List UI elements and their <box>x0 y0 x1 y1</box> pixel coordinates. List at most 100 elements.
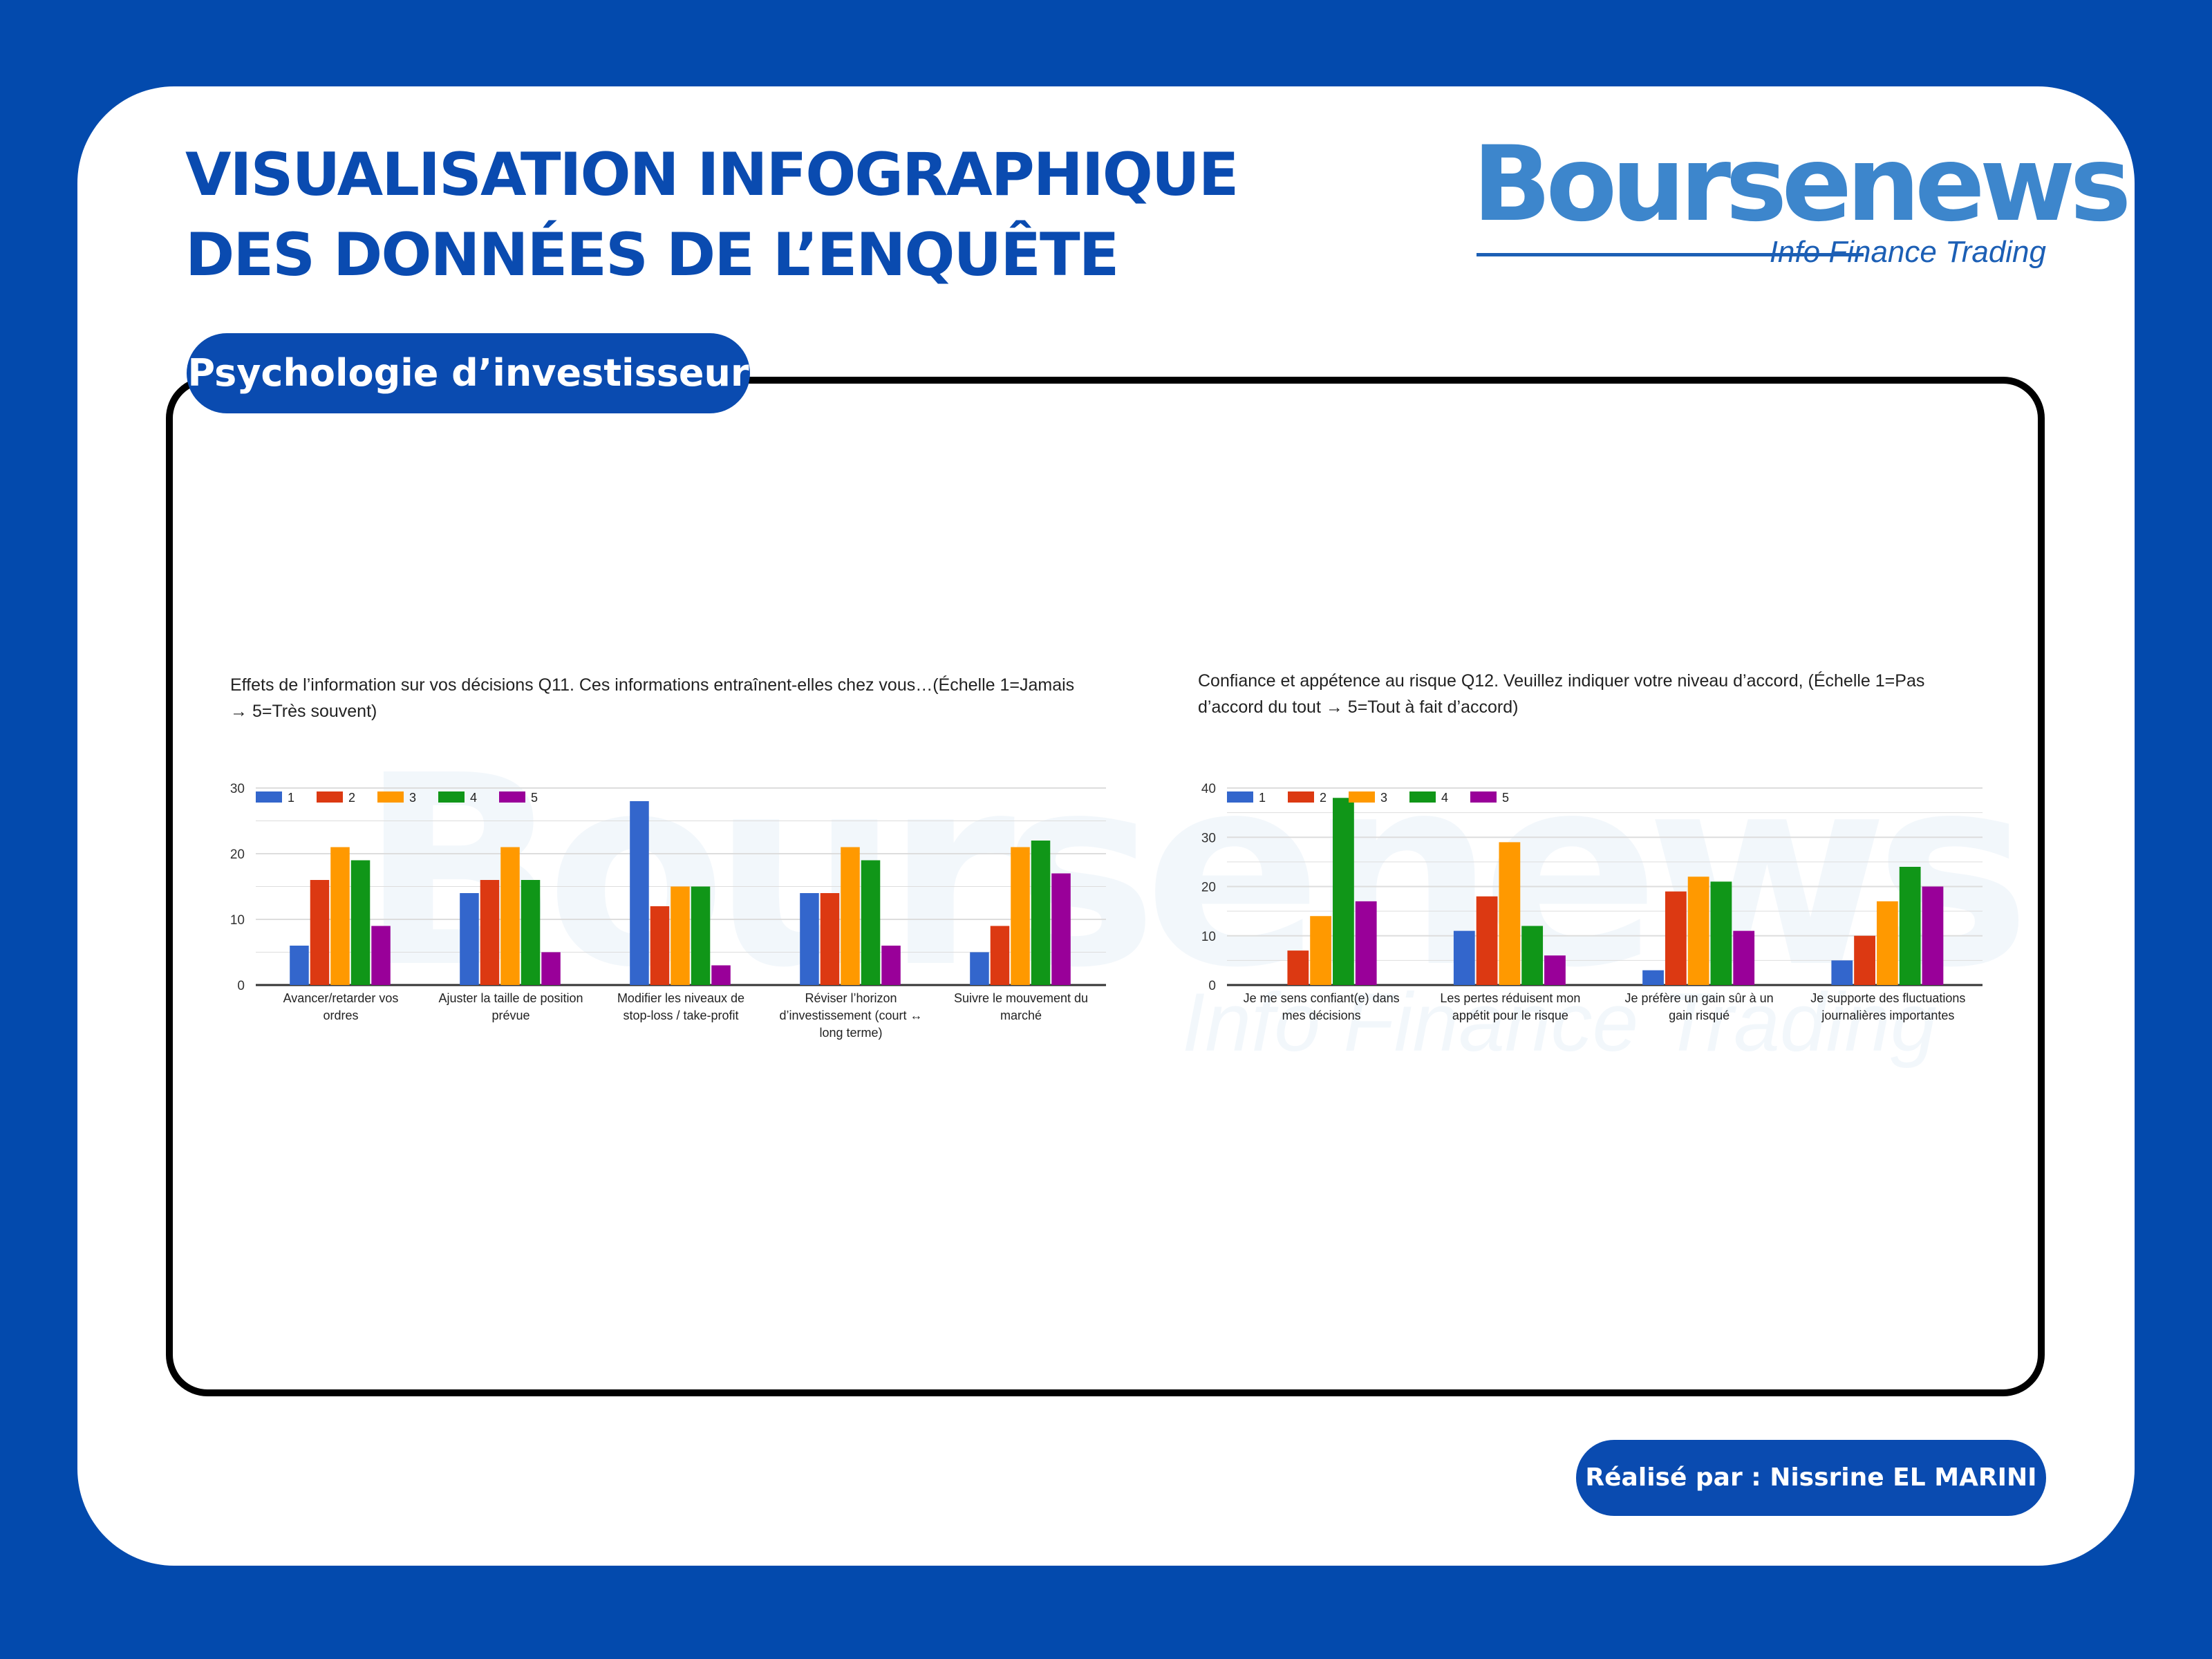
bar-2-series-5 <box>1544 955 1566 985</box>
section-label: Psychologie d’investisseur <box>187 333 750 413</box>
x-tick-label: ordres <box>323 1009 358 1022</box>
x-tick-label: journalières importantes <box>1821 1009 1954 1022</box>
x-tick-label: Je supporte des fluctuations <box>1810 991 1965 1005</box>
bar-3-series-4 <box>1710 881 1732 985</box>
x-tick-label: Les pertes réduisent mon <box>1440 991 1580 1005</box>
y-tick-label: 10 <box>230 913 245 928</box>
bar-3-series-5 <box>1733 930 1755 985</box>
bar-4-series-3 <box>1876 901 1898 985</box>
bar-4-series-2 <box>1854 935 1875 985</box>
chart-1: 0 10 20 30 Avancer/retarder vos ordres Ajuster… <box>230 782 1106 1040</box>
bar-1-series-4 <box>1333 798 1354 985</box>
legend-swatch-1 <box>256 791 282 803</box>
x-tick-label: Suivre le mouvement du <box>954 991 1088 1005</box>
bar-2-series-4 <box>521 880 541 985</box>
legend-swatch-5 <box>499 791 525 803</box>
x-tick-label: Réviser l’horizon <box>805 991 897 1005</box>
legend-label-3: 3 <box>1380 791 1387 805</box>
x-tick-label: mes décisions <box>1282 1009 1361 1022</box>
legend-label-2: 2 <box>348 791 355 805</box>
x-tick-label: long terme) <box>819 1026 882 1040</box>
y-tick-label: 20 <box>230 847 245 862</box>
bar-2-series-1 <box>460 893 479 985</box>
x-tick-label: marché <box>1000 1009 1042 1022</box>
chart-2-title-line: d’accord du tout → 5=Tout à fait d’accor… <box>1198 697 1519 717</box>
title-line-2: DES DONNÉES DE L’ENQUÊTE <box>185 221 1119 290</box>
x-tick-label: Ajuster la taille de position <box>438 991 583 1005</box>
y-tick-label: 10 <box>1201 930 1216 944</box>
bar-1-series-2 <box>310 880 330 985</box>
bar-5-series-5 <box>1051 873 1071 985</box>
x-tick-label: Avancer/retarder vos <box>283 991 399 1005</box>
watermark-tagline: Info Finance Trading <box>1182 976 1937 1069</box>
y-tick-label: 20 <box>1201 881 1216 895</box>
boursenews-logo: Boursenews Info Finance Trading <box>1472 124 2132 276</box>
bar-1-series-5 <box>1355 901 1377 985</box>
bar-2-series-2 <box>480 880 500 985</box>
bar-4-series-5 <box>881 946 901 985</box>
bar-4-series-1 <box>800 893 819 985</box>
y-tick-label: 30 <box>1201 831 1216 845</box>
bar-4-series-4 <box>861 860 881 985</box>
bar-4-series-3 <box>841 847 860 985</box>
legend-label-3: 3 <box>409 791 416 805</box>
legend-swatch-2 <box>317 791 343 803</box>
page-title: VISUALISATION INFOGRAPHIQUE DES DONNÉES D… <box>185 135 1239 295</box>
legend-label-5: 5 <box>531 791 538 805</box>
bar-3-series-3 <box>671 886 690 985</box>
chart-2: 0 10 20 30 40 Je me sens confiant(e) dans mes … <box>1201 782 1983 1022</box>
x-tick-label: appétit pour le risque <box>1452 1009 1568 1022</box>
x-tick-label: d’investissement (court ↔ <box>779 1009 922 1022</box>
legend-label-4: 4 <box>1441 791 1448 805</box>
legend-label-2: 2 <box>1320 791 1327 805</box>
x-tick-label: Je préfère un gain sûr à un <box>1625 991 1774 1005</box>
chart-2-title-line: Confiance et appétence au risque Q12. Ve… <box>1198 671 1925 691</box>
logo-tagline: Info Finance Trading <box>1769 235 2046 269</box>
bar-5-series-3 <box>1011 847 1030 985</box>
bar-5-series-1 <box>970 952 989 985</box>
bar-5-series-4 <box>1031 841 1051 985</box>
legend-label-4: 4 <box>470 791 477 805</box>
legend-swatch-1 <box>1227 791 1253 803</box>
bar-2-series-3 <box>1499 842 1521 985</box>
charts-panel <box>166 377 2045 1396</box>
bar-1-series-4 <box>350 860 371 985</box>
legend-swatch-2 <box>1288 791 1314 803</box>
bar-3-series-3 <box>1687 877 1709 985</box>
y-tick-label: 0 <box>237 979 245 993</box>
bar-1-series-2 <box>1287 950 1309 985</box>
author-credit: Réalisé par : Nissrine EL MARINI <box>1576 1440 2046 1516</box>
bar-4-series-5 <box>1922 886 1944 985</box>
chart-1-title: Effets de l’information sur vos décision… <box>230 672 1129 724</box>
legend-label-1: 1 <box>288 791 294 805</box>
chart-1-title-line: → 5=Très souvent) <box>230 702 377 721</box>
legend-swatch-4 <box>438 791 465 803</box>
bar-2-series-3 <box>500 847 520 985</box>
infographic-card <box>77 86 2135 1566</box>
legend-swatch-3 <box>1349 791 1375 803</box>
legend-label-5: 5 <box>1502 791 1509 805</box>
bar-3-series-2 <box>1665 891 1687 985</box>
title-line-1: VISUALISATION INFOGRAPHIQUE <box>185 140 1239 209</box>
chart-2-title: Confiance et appétence au risque Q12. Ve… <box>1198 668 2027 720</box>
legend-swatch-3 <box>377 791 404 803</box>
legend-swatch-4 <box>1409 791 1436 803</box>
x-tick-label: Je me sens confiant(e) dans <box>1244 991 1400 1005</box>
logo-word: Boursenews <box>1472 124 2132 245</box>
legend-label-1: 1 <box>1259 791 1266 805</box>
bar-5-series-2 <box>990 926 1010 985</box>
bar-3-series-4 <box>691 886 711 985</box>
bar-1-series-3 <box>330 847 350 985</box>
bar-4-series-2 <box>820 893 840 985</box>
bar-3-series-5 <box>711 965 731 985</box>
bar-3-series-1 <box>1642 970 1664 985</box>
bar-2-series-1 <box>1453 930 1475 985</box>
y-tick-label: 0 <box>1208 979 1216 993</box>
y-tick-label: 40 <box>1201 782 1216 796</box>
bar-4-series-1 <box>1831 960 1853 985</box>
bar-1-series-3 <box>1310 916 1332 985</box>
x-tick-label: prévue <box>491 1009 529 1022</box>
bar-2-series-4 <box>1521 926 1544 985</box>
logo-underline <box>1477 253 1864 256</box>
y-tick-label: 30 <box>230 782 245 796</box>
